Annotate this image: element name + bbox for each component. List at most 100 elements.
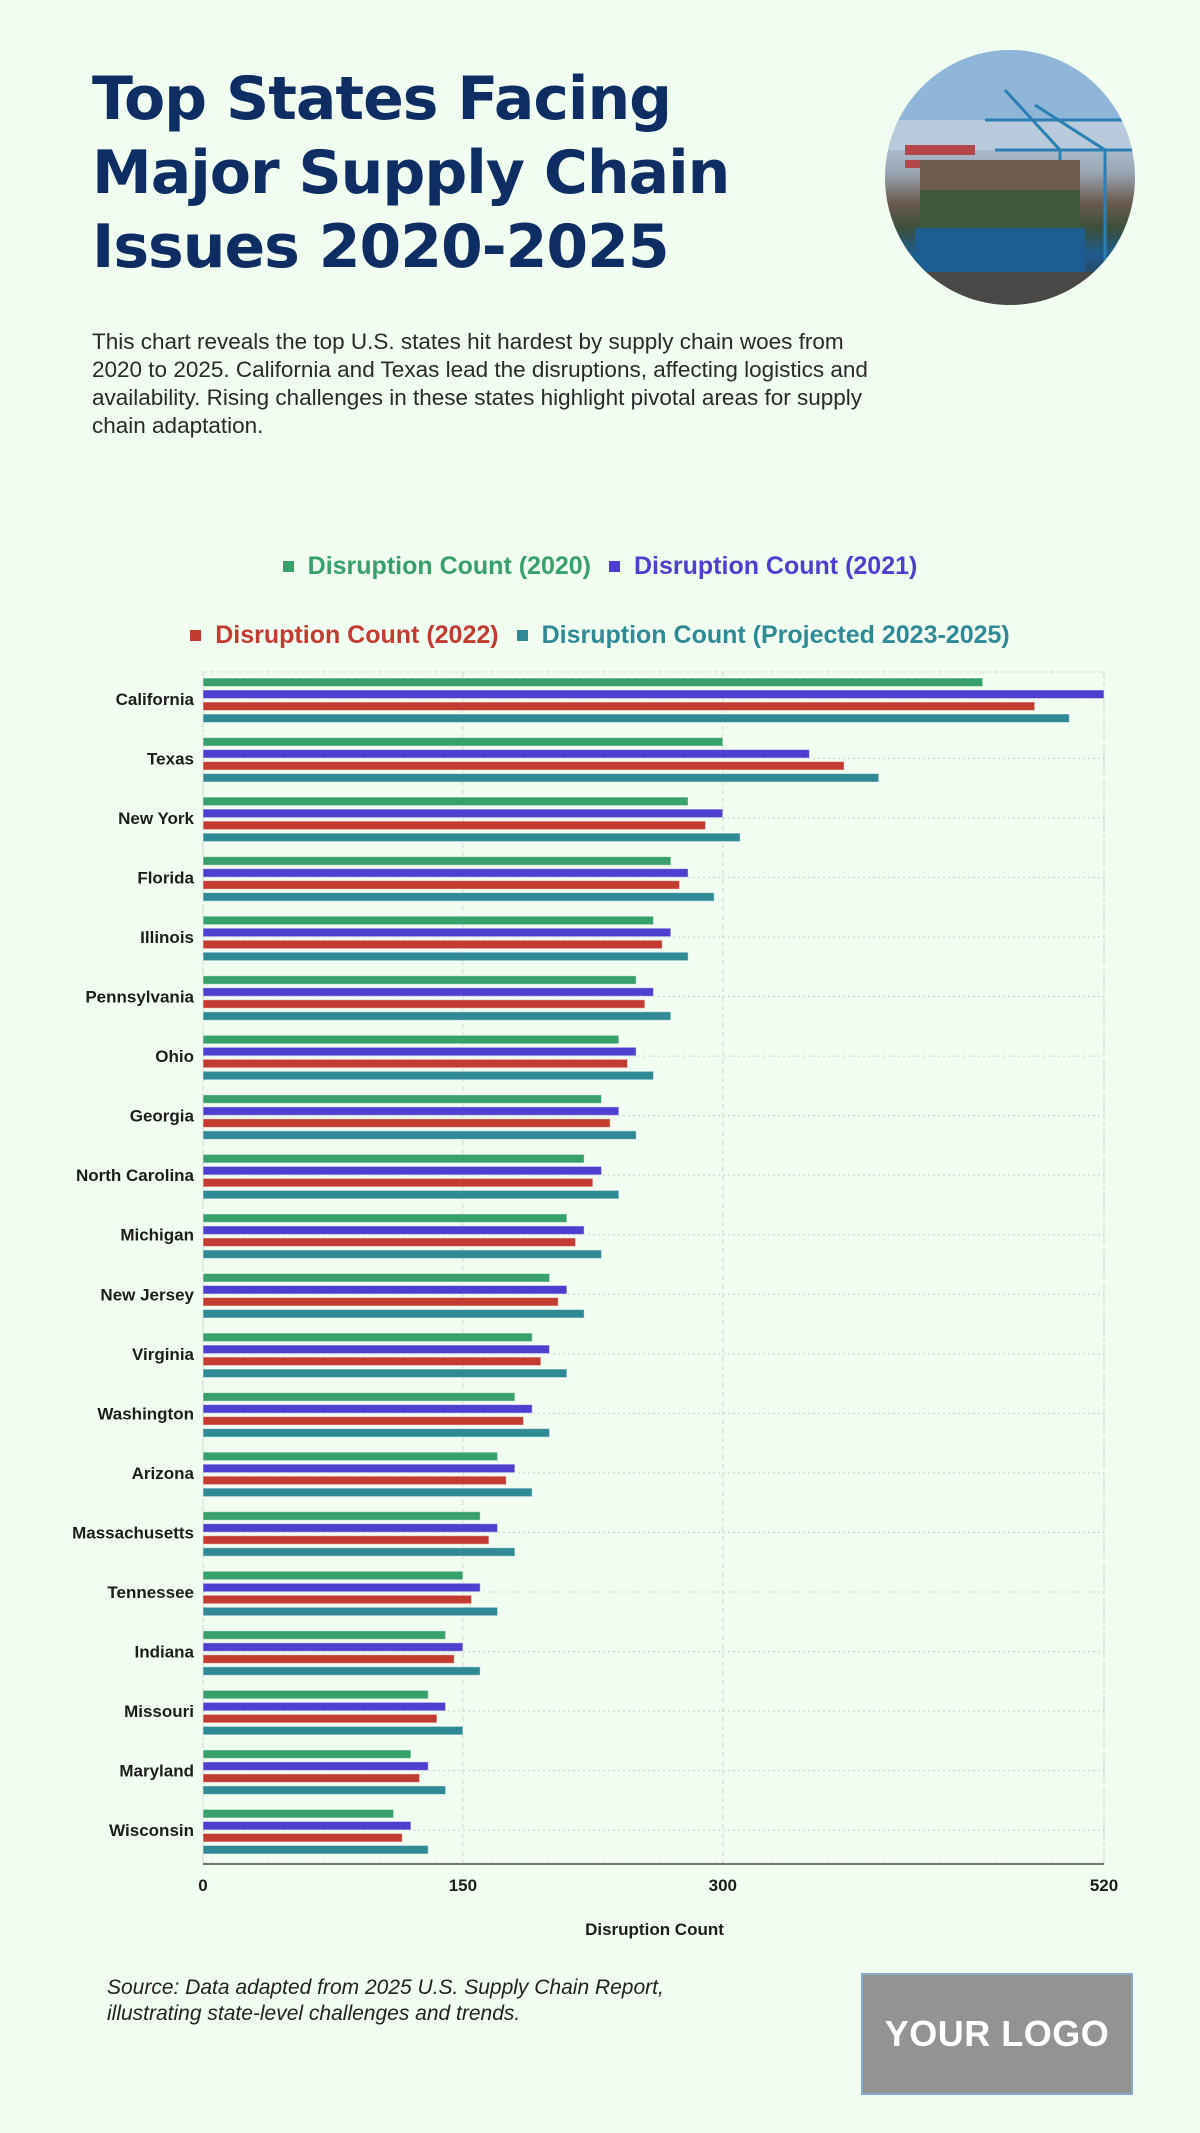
bar-north-carolina-3 bbox=[202, 1177, 594, 1188]
bar-florida-3 bbox=[202, 880, 680, 890]
bar-washington-2 bbox=[202, 1404, 533, 1414]
x-tick-label: 520 bbox=[1090, 1876, 1118, 1895]
bar-tennessee-4 bbox=[202, 1606, 499, 1617]
bar-illinois-4 bbox=[202, 951, 689, 962]
legend-item-projected[interactable]: Disruption Count (Projected 2023-2025) bbox=[516, 621, 1010, 650]
legend-item-2022[interactable]: Disruption Count (2022) bbox=[190, 621, 499, 650]
category-label: Ohio bbox=[155, 1047, 194, 1066]
plot-frame bbox=[202, 671, 1105, 1864]
bar-chart: California Texas New York Florida Illinois Pe… bbox=[72, 671, 1118, 1939]
source-note: Source: Data adapted from 2025 U.S. Supp… bbox=[107, 1976, 664, 2025]
category-label: Illinois bbox=[140, 928, 194, 947]
bar-michigan-3 bbox=[202, 1237, 577, 1247]
bar-massachusetts-3 bbox=[202, 1535, 490, 1545]
legend-item-2021[interactable]: Disruption Count (2021) bbox=[609, 552, 917, 581]
bar-virginia-2 bbox=[202, 1344, 551, 1355]
bar-pennsylvania-1 bbox=[202, 975, 637, 985]
bar-missouri-4 bbox=[202, 1725, 464, 1736]
bar-indiana-3 bbox=[202, 1654, 455, 1664]
category-label: Georgia bbox=[130, 1107, 195, 1126]
bar-washington-1 bbox=[202, 1392, 516, 1402]
bar-ohio-3 bbox=[202, 1058, 629, 1069]
legend-swatch-icon bbox=[609, 561, 620, 572]
x-axis-title: Disruption Count bbox=[585, 1920, 724, 1939]
bar-massachusetts-4 bbox=[202, 1547, 516, 1557]
bar-massachusetts-2 bbox=[202, 1523, 499, 1533]
bar-indiana-1 bbox=[202, 1630, 447, 1640]
bar-missouri-3 bbox=[202, 1713, 438, 1724]
legend-swatch-icon bbox=[282, 561, 294, 572]
category-label: Maryland bbox=[119, 1762, 194, 1781]
bar-tennessee-3 bbox=[202, 1594, 473, 1605]
bar-tennessee-2 bbox=[202, 1582, 481, 1593]
bar-california-1 bbox=[202, 677, 984, 687]
bar-illinois-3 bbox=[202, 939, 663, 950]
bar-georgia-2 bbox=[202, 1106, 620, 1116]
category-label: Tennessee bbox=[107, 1583, 194, 1602]
bar-florida-2 bbox=[202, 868, 689, 878]
legend-label: Disruption Count (2022) bbox=[215, 621, 499, 649]
category-label: New Jersey bbox=[100, 1285, 194, 1304]
bar-wisconsin-3 bbox=[202, 1832, 403, 1843]
x-tick-label: 150 bbox=[449, 1876, 477, 1895]
bar-arizona-2 bbox=[202, 1463, 516, 1474]
bar-maryland-3 bbox=[202, 1773, 421, 1783]
x-tick-label: 0 bbox=[198, 1876, 207, 1895]
bar-illinois-2 bbox=[202, 927, 672, 938]
legend-item-2020[interactable]: Disruption Count (2020) bbox=[282, 552, 591, 581]
legend-swatch-icon bbox=[516, 630, 528, 641]
bar-new-jersey-3 bbox=[202, 1297, 559, 1307]
category-label: Virginia bbox=[132, 1345, 195, 1364]
bar-indiana-2 bbox=[202, 1642, 464, 1652]
category-label: Arizona bbox=[132, 1464, 195, 1483]
bar-north-carolina-1 bbox=[202, 1153, 585, 1164]
bar-massachusetts-1 bbox=[202, 1511, 481, 1521]
bar-virginia-1 bbox=[202, 1332, 533, 1343]
bar-new-york-2 bbox=[202, 808, 724, 819]
bar-florida-1 bbox=[202, 856, 672, 866]
category-label: Texas bbox=[147, 749, 194, 768]
category-label: Florida bbox=[137, 868, 194, 887]
bar-ohio-1 bbox=[202, 1034, 620, 1045]
legend-label: Disruption Count (2021) bbox=[634, 552, 918, 580]
bar-california-4 bbox=[202, 713, 1070, 723]
bar-michigan-2 bbox=[202, 1225, 585, 1235]
bar-ohio-4 bbox=[202, 1070, 654, 1081]
bar-wisconsin-2 bbox=[202, 1820, 412, 1831]
bar-virginia-3 bbox=[202, 1356, 542, 1367]
bar-pennsylvania-3 bbox=[202, 999, 646, 1009]
bar-washington-4 bbox=[202, 1428, 551, 1438]
category-label: California bbox=[116, 690, 195, 709]
legend-row-2: Disruption Count (2022) Disruption Count… bbox=[0, 621, 1200, 650]
bar-new-york-1 bbox=[202, 796, 689, 807]
bar-illinois-1 bbox=[202, 915, 654, 926]
bar-pennsylvania-2 bbox=[202, 987, 654, 997]
bar-maryland-1 bbox=[202, 1749, 412, 1759]
bar-pennsylvania-4 bbox=[202, 1011, 672, 1021]
bar-arizona-3 bbox=[202, 1475, 507, 1486]
bar-georgia-4 bbox=[202, 1130, 637, 1140]
page-title: Top States Facing Major Supply Chain Iss… bbox=[92, 64, 730, 282]
category-label: Wisconsin bbox=[109, 1821, 194, 1840]
bar-ohio-2 bbox=[202, 1046, 637, 1057]
bar-wisconsin-4 bbox=[202, 1844, 429, 1855]
bar-maryland-2 bbox=[202, 1761, 429, 1771]
x-tick-label: 300 bbox=[709, 1876, 737, 1895]
bar-california-2 bbox=[202, 689, 1105, 699]
chart-description: This chart reveals the top U.S. states h… bbox=[92, 329, 868, 438]
category-label: New York bbox=[118, 809, 194, 828]
bar-new-jersey-1 bbox=[202, 1273, 551, 1283]
category-label: Washington bbox=[97, 1404, 194, 1423]
bar-arizona-4 bbox=[202, 1487, 533, 1498]
bar-georgia-1 bbox=[202, 1094, 603, 1104]
bar-missouri-2 bbox=[202, 1701, 447, 1712]
bar-michigan-1 bbox=[202, 1213, 568, 1223]
bar-texas-1 bbox=[202, 737, 724, 747]
bar-virginia-4 bbox=[202, 1368, 568, 1379]
bar-washington-3 bbox=[202, 1416, 525, 1426]
category-label: Michigan bbox=[120, 1226, 194, 1245]
bar-north-carolina-4 bbox=[202, 1189, 620, 1200]
bar-california-3 bbox=[202, 701, 1036, 711]
legend-label: Disruption Count (Projected 2023-2025) bbox=[541, 621, 1010, 649]
bar-new-jersey-4 bbox=[202, 1309, 585, 1319]
